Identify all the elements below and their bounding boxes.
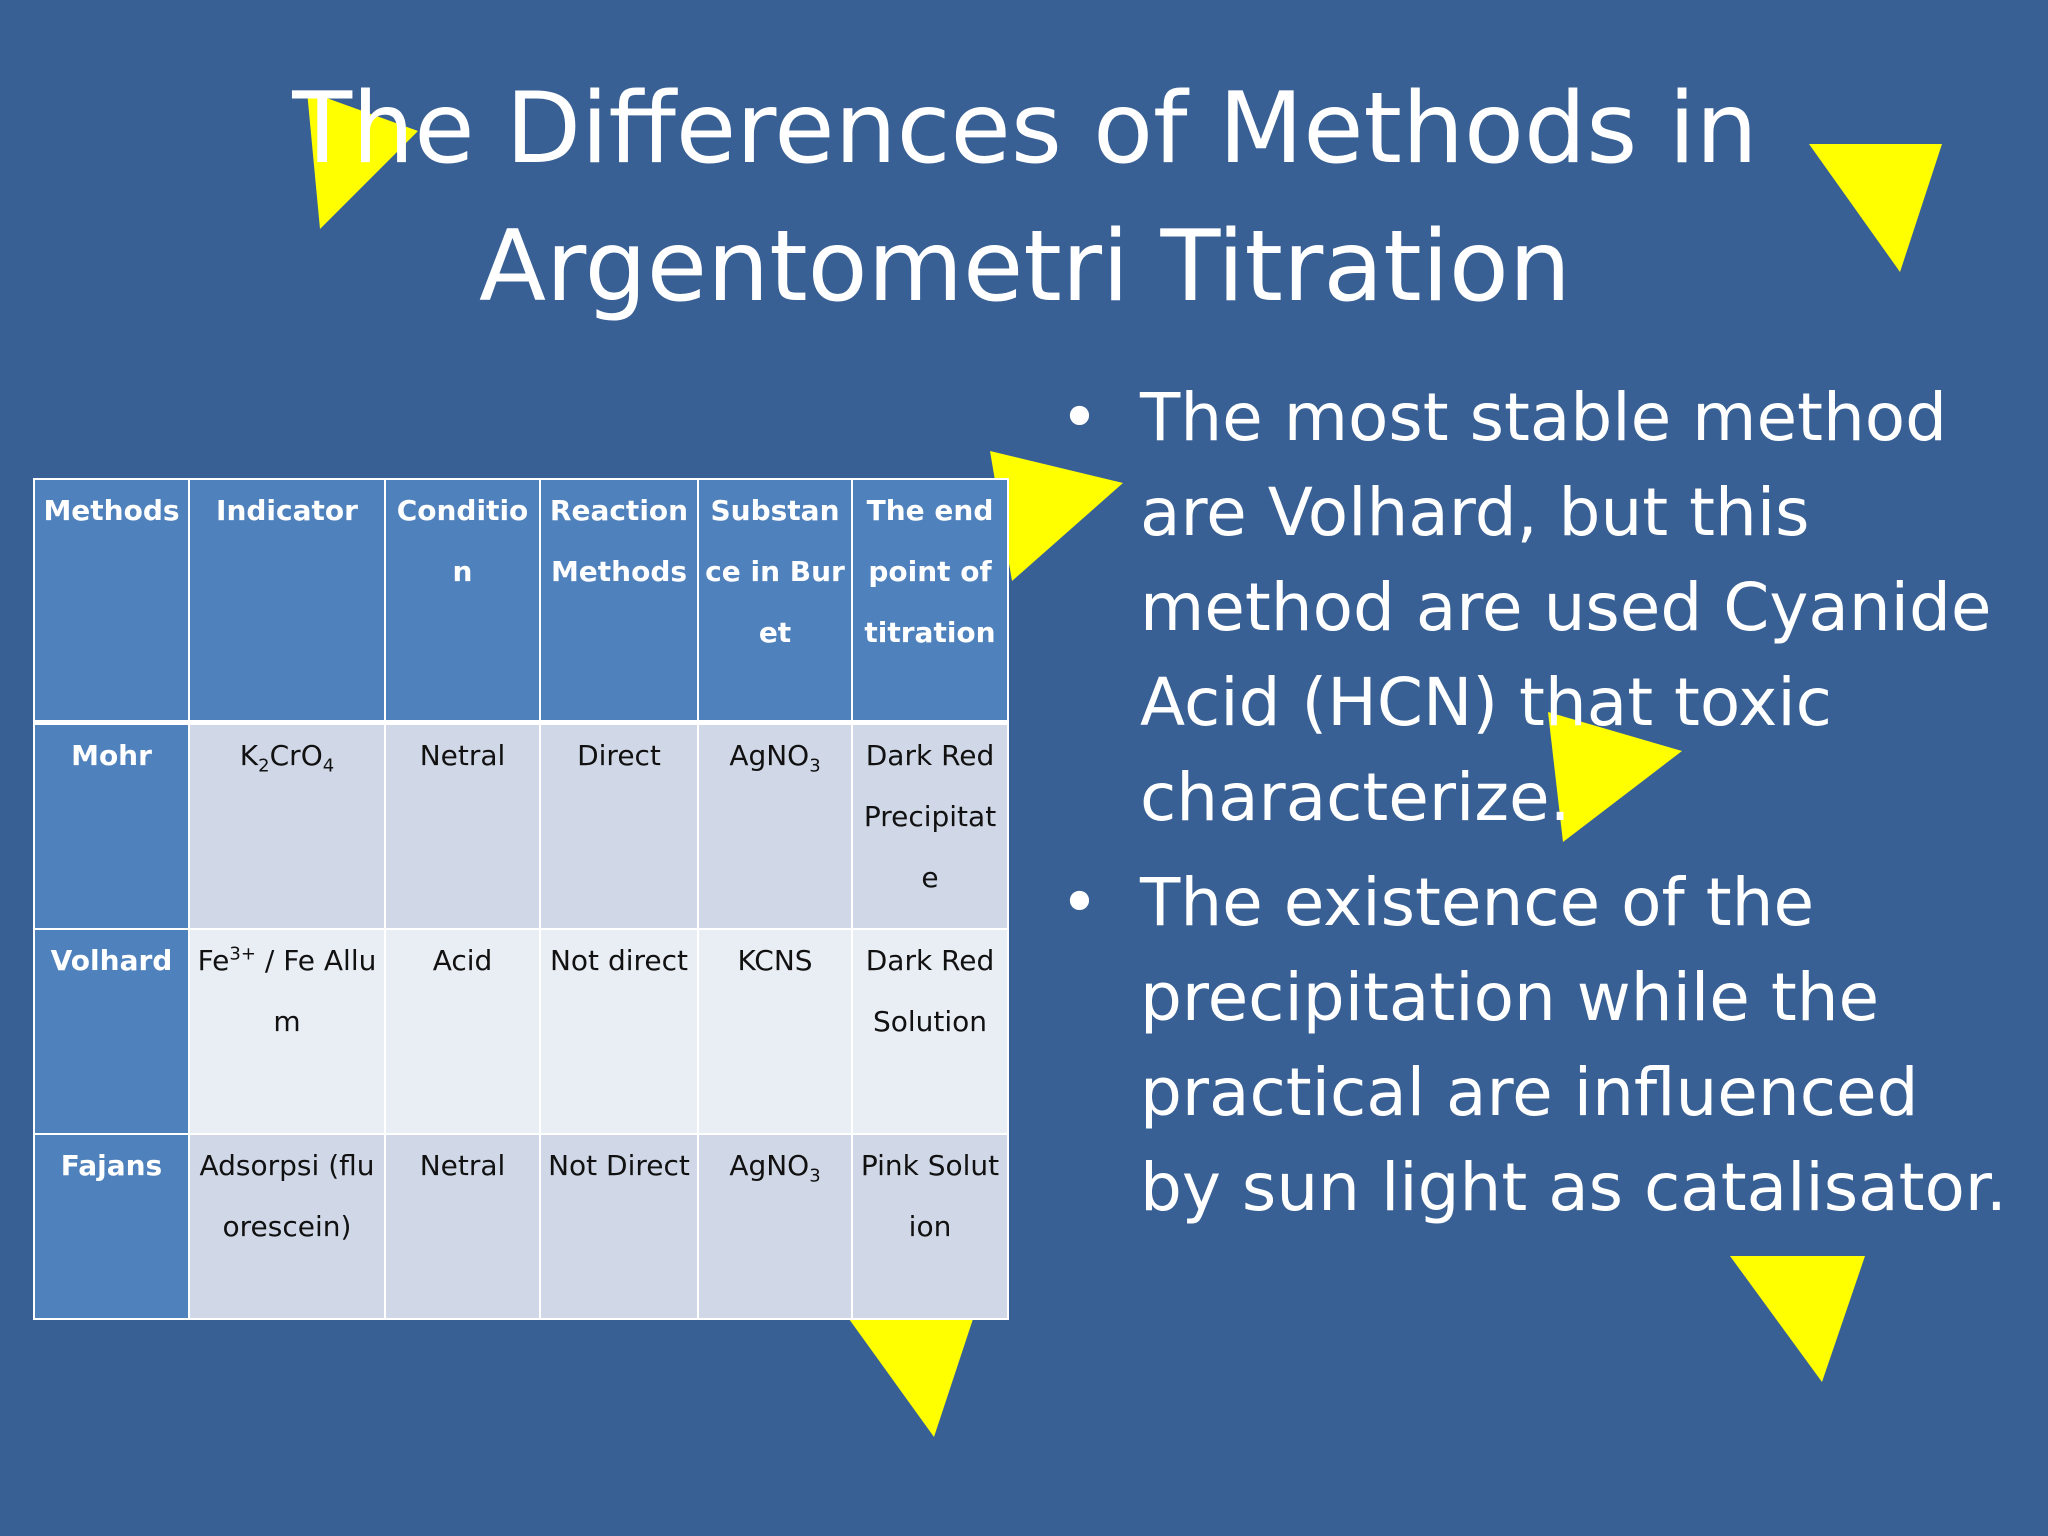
- table-row: Fajans Adsorpsi (fluorescein) Netral Not Di…: [33, 1132, 1009, 1320]
- triangle: [1730, 1256, 1865, 1382]
- title-line: The Differences of Methods in: [292, 72, 1758, 186]
- subscript: 3: [809, 755, 821, 777]
- table-cell: Dark Red Precipitate: [851, 721, 1009, 930]
- table-row: Volhard Fe3+ / Fe Allum Acid Not direct KCNS…: [33, 927, 1009, 1135]
- header-cell: Reaction Methods: [539, 478, 699, 725]
- table-cell: AgNO3: [697, 721, 853, 930]
- table-cell: Dark Red Solution: [851, 927, 1009, 1135]
- text: CrO: [269, 739, 323, 772]
- table-cell: Acid: [384, 927, 541, 1135]
- table-row: Mohr K2CrO4 Netral Direct AgNO3 Dark Red Prec…: [33, 721, 1009, 930]
- triangle: [849, 1319, 973, 1437]
- title-line: Argentometri Titration: [478, 210, 1572, 324]
- text: K: [239, 739, 259, 772]
- text: AgNO: [729, 739, 810, 772]
- table-cell: Netral: [384, 721, 541, 930]
- header-cell: The endpoint of titration: [851, 478, 1009, 725]
- table-cell: Direct: [539, 721, 699, 930]
- header-cell: Condition: [384, 478, 541, 725]
- bullet: The most stable method are Volhard, but …: [1060, 370, 2020, 845]
- subscript: 2: [258, 755, 270, 777]
- header-row: Methods Indicator Condition Reaction Method…: [33, 478, 1009, 725]
- table-cell: Fe3+ / Fe Allum: [188, 927, 386, 1135]
- table-cell: Not Direct: [539, 1132, 699, 1320]
- table: Methods Indicator Condition Reaction Method…: [33, 478, 1009, 1320]
- table-cell: Adsorpsi (fluorescein): [188, 1132, 386, 1320]
- text: AgNO: [729, 1148, 810, 1182]
- bullet: The existence of the precipitation while…: [1060, 855, 2020, 1235]
- superscript: 3+: [229, 943, 256, 965]
- header-cell: Indicator: [188, 478, 386, 725]
- subscript: 4: [322, 755, 335, 777]
- table-cell: Pink Solution: [851, 1132, 1009, 1320]
- header-cell: Substance in Buret: [697, 478, 853, 725]
- row-header-cell: Mohr: [33, 721, 190, 930]
- table-cell: Netral: [384, 1132, 541, 1320]
- header-cell: Methods: [33, 478, 190, 725]
- table-cell: AgNO3: [697, 1132, 853, 1320]
- text: Fe: [197, 943, 230, 977]
- triangle: [307, 91, 418, 229]
- text: / Fe Allum: [255, 943, 377, 1038]
- triangle: [1809, 144, 1942, 272]
- row-header-cell: Volhard: [33, 927, 190, 1135]
- row-header-cell: Fajans: [33, 1132, 190, 1320]
- title: The Differences of Methods in Argentometr…: [200, 60, 1850, 336]
- table-cell: KCNS: [697, 927, 853, 1135]
- table-cell: K2CrO4: [188, 721, 386, 930]
- bullet-list: The most stable method are Volhard, but …: [1060, 370, 2020, 1245]
- table-cell: Not direct: [539, 927, 699, 1135]
- subscript: 3: [809, 1165, 821, 1187]
